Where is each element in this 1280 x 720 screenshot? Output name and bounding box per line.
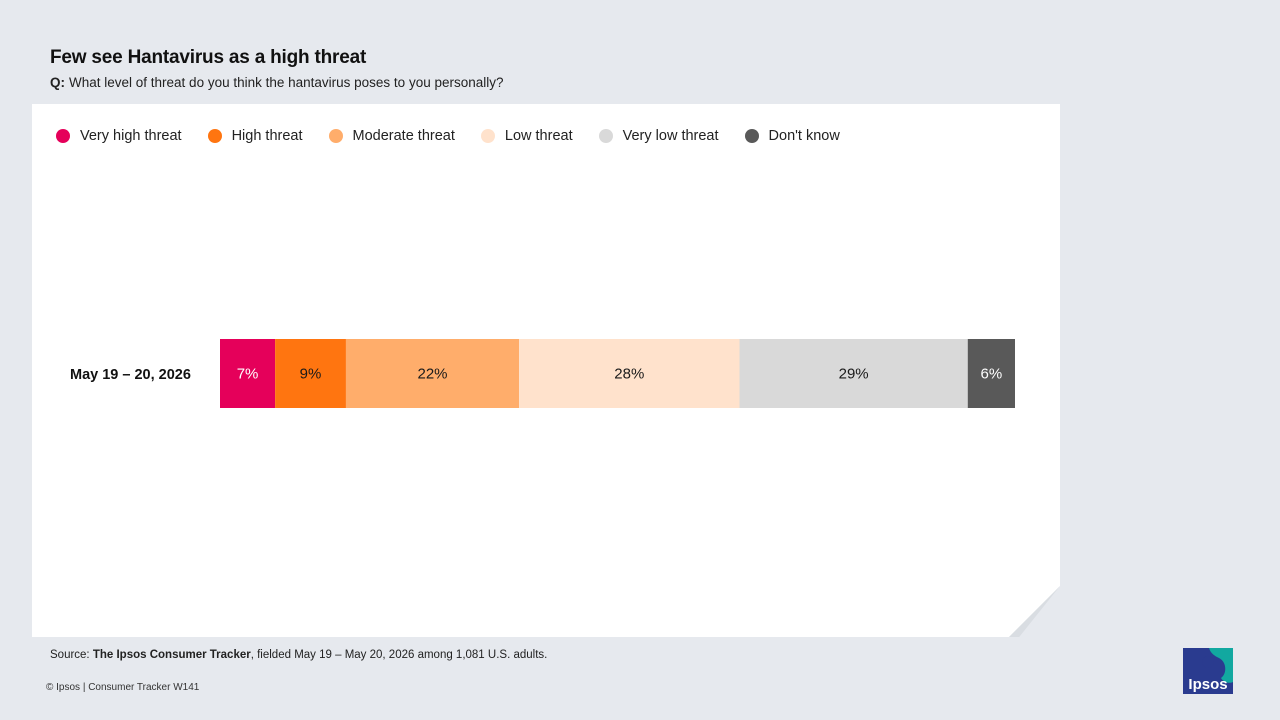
footer-copyright: © Ipsos | Consumer Tracker W141 [46, 682, 200, 693]
bar-segment [275, 339, 346, 408]
logo-head-shape [1202, 656, 1214, 668]
data-label: 9% [300, 366, 322, 383]
data-label: 7% [237, 366, 259, 383]
legend-item: Moderate threat [328, 128, 455, 144]
legend-swatch [207, 129, 222, 143]
bar-segment [519, 339, 740, 408]
legend-item: Very high threat [56, 128, 182, 144]
legend-swatch [744, 129, 759, 143]
bar-category-label: May 19 – 20, 2026 [70, 367, 191, 383]
source-name: The Ipsos Consumer Tracker [92, 649, 251, 661]
logo-accent-shape [1209, 648, 1233, 683]
bar-segment [345, 339, 520, 408]
legend-swatch [56, 129, 70, 143]
legend-label: High threat [231, 128, 303, 144]
bar-segment [967, 339, 1015, 408]
data-label: 28% [614, 366, 644, 383]
ipsos-logo: Ipsos [1183, 648, 1233, 694]
legend-item: High threat [207, 128, 303, 144]
legend-label: Very high threat [80, 128, 182, 144]
survey-question: Q: What level of threat do you think the … [50, 75, 504, 90]
chart-legend: Very high threat High threat Moderate thre… [56, 128, 866, 144]
question-label: Q: [50, 75, 65, 90]
legend-label: Low threat [504, 128, 573, 144]
source-note: Source: The Ipsos Consumer Tracker, fiel… [50, 649, 547, 661]
data-label: 29% [839, 366, 869, 383]
data-label: 22% [418, 366, 448, 383]
legend-item: Low threat [480, 128, 573, 144]
source-prefix: Source: [50, 649, 90, 661]
bar-segment [220, 339, 276, 408]
page-title: Few see Hantavirus as a high threat [50, 47, 367, 68]
legend-label: Very low threat [622, 128, 719, 144]
question-text: What level of threat do you think the ha… [69, 75, 504, 90]
bar-segment [739, 339, 968, 408]
legend-swatch [328, 129, 343, 143]
data-label: 6% [981, 366, 1003, 383]
logo-text: Ipsos [1188, 676, 1227, 693]
legend-item: Don't know [744, 128, 840, 144]
legend-label: Don't know [768, 128, 840, 144]
legend-swatch [598, 129, 613, 143]
source-details: , fielded May 19 – May 20, 2026 among 1,… [250, 649, 548, 661]
legend-label: Moderate threat [352, 128, 455, 144]
legend-swatch [480, 129, 495, 143]
legend-item: Very low threat [598, 128, 719, 144]
